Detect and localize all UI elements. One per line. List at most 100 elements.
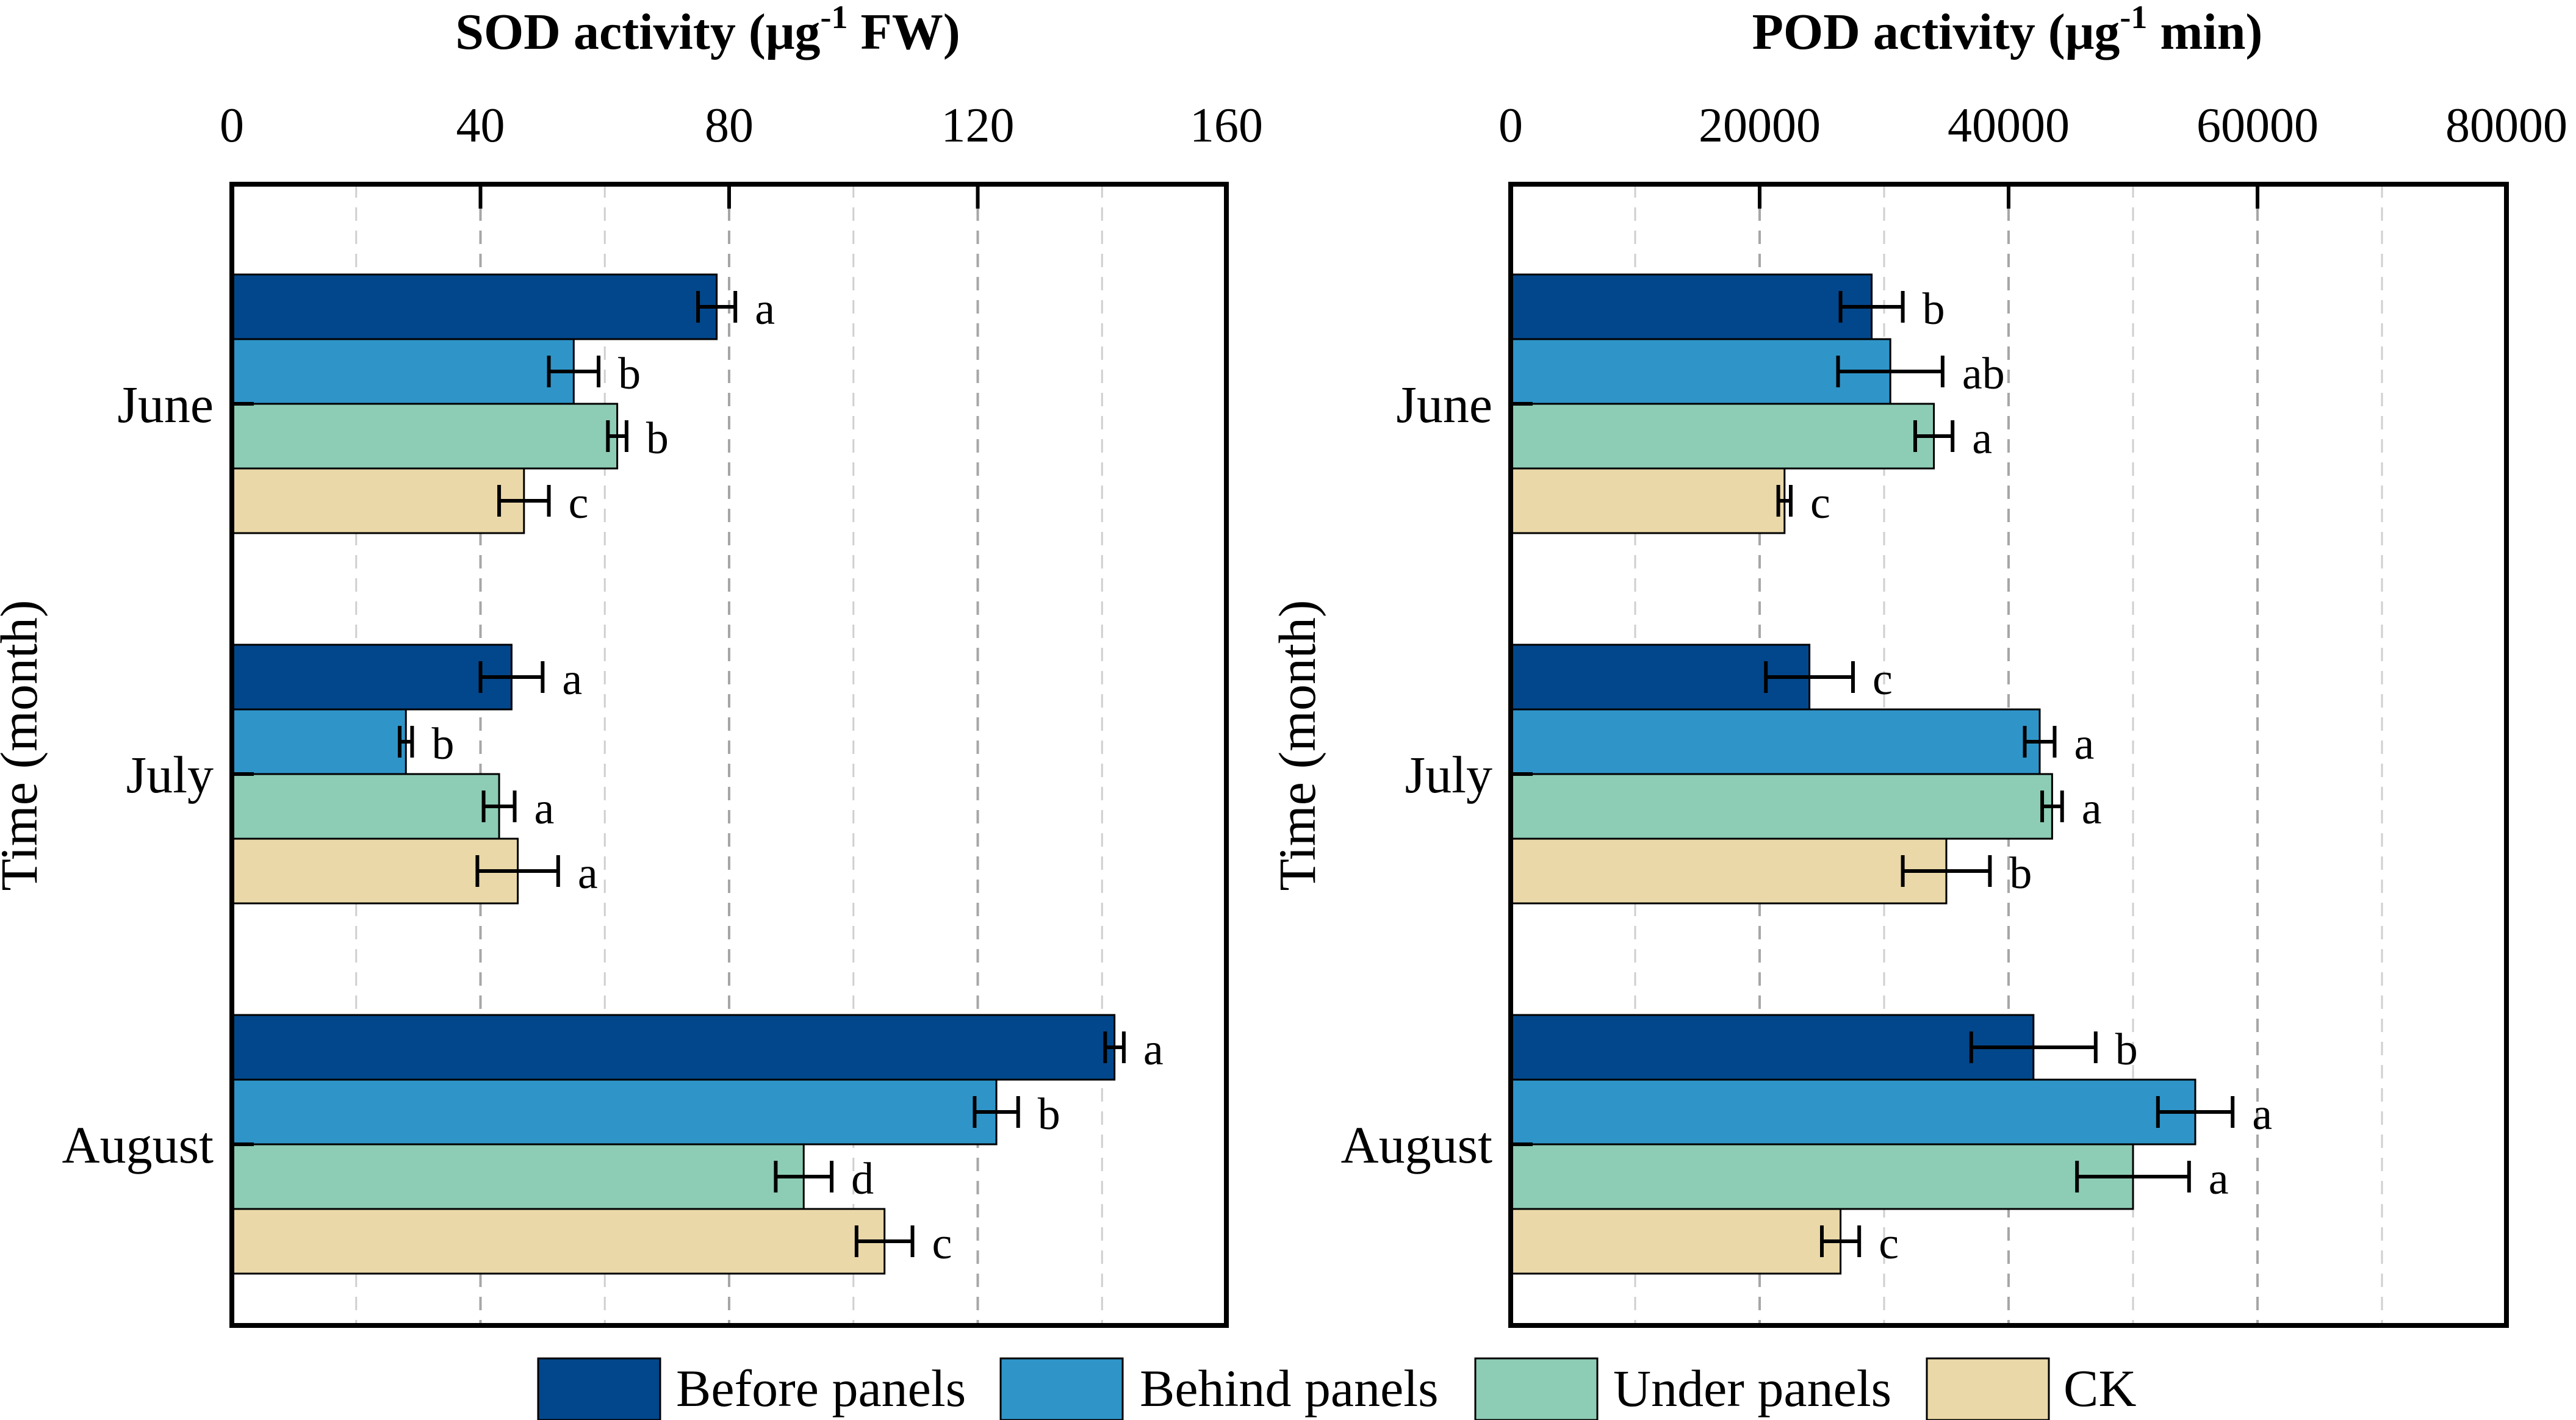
- sod-bar-june-behind-panels: [231, 338, 575, 405]
- pod-errorbar-june-ck: [1776, 485, 1793, 517]
- sod-letter-june-behind-panels: b: [618, 349, 641, 399]
- legend-swatch-under-panels: [1474, 1357, 1599, 1420]
- sod-errorbar-august-before-panels: [1103, 1031, 1126, 1063]
- pod-errorbar-june-under-panels: [1913, 420, 1955, 452]
- sod-bar-june-under-panels: [231, 403, 619, 470]
- pod-letter-july-before-panels: c: [1873, 654, 1893, 705]
- pod-letter-june-behind-panels: ab: [1962, 349, 2005, 399]
- pod-errorbar-august-ck: [1820, 1225, 1862, 1257]
- sod-bar-july-ck: [231, 837, 519, 905]
- sod-letter-august-ck: c: [932, 1219, 952, 1269]
- sod-letter-july-behind-panels: b: [431, 719, 454, 769]
- pod-bar-july-before-panels: [1509, 644, 1811, 711]
- pod-errorbar-july-ck: [1901, 855, 1992, 887]
- pod-letter-july-behind-panels: a: [2074, 719, 2094, 769]
- legend-item-under-panels: Under panels: [1474, 1357, 1891, 1420]
- sod-errorbar-june-ck: [497, 485, 551, 517]
- sod-errorbar-june-behind-panels: [547, 356, 601, 387]
- sod-letter-august-under-panels: d: [851, 1154, 874, 1204]
- legend-label-before-panels: Before panels: [676, 1359, 966, 1418]
- pod-bar-june-before-panels: [1509, 273, 1873, 340]
- pod-errorbar-august-behind-panels: [2156, 1096, 2235, 1128]
- pod-category-label-august: August: [1341, 1116, 1493, 1174]
- pod-bar-july-ck: [1509, 837, 1948, 905]
- sod-errorbar-august-under-panels: [774, 1161, 834, 1192]
- sod-bar-july-under-panels: [231, 773, 500, 840]
- pod-letter-june-before-panels: b: [1923, 284, 1945, 334]
- sod-letter-july-before-panels: a: [562, 654, 582, 705]
- pod-bar-august-ck: [1509, 1208, 1842, 1275]
- legend-item-behind-panels: Behind panels: [999, 1357, 1439, 1420]
- pod-chart: POD activity (μg-1 min) Time (month) b c b…: [1268, 0, 2567, 1328]
- legend-label-under-panels: Under panels: [1613, 1359, 1891, 1418]
- sod-errorbar-july-under-panels: [481, 791, 517, 822]
- legend-label-ck: CK: [2063, 1359, 2136, 1418]
- legend-swatch-ck: [1926, 1357, 2050, 1420]
- sod-bar-july-before-panels: [231, 644, 513, 711]
- sod-bar-august-behind-panels: [231, 1078, 998, 1146]
- sod-x-tick-label: 40: [456, 99, 505, 152]
- legend: Before panels Behind panels Under panels…: [537, 1357, 2136, 1420]
- pod-chart-title: POD activity (μg-1 min): [1752, 0, 2263, 60]
- sod-x-tick-label: 120: [941, 99, 1015, 152]
- pod-errorbar-june-before-panels: [1838, 291, 1905, 323]
- sod-letter-june-ck: c: [569, 478, 589, 528]
- sod-letter-august-behind-panels: b: [1038, 1089, 1060, 1139]
- pod-x-tick-label: 40000: [1948, 99, 2070, 152]
- sod-chart-title: SOD activity (μg-1 FW): [455, 0, 960, 60]
- sod-bar-august-before-panels: [231, 1014, 1116, 1081]
- sod-errorbar-july-ck: [475, 855, 560, 887]
- sod-category-label-june: June: [117, 375, 214, 434]
- sod-y-axis-label: Time (month): [0, 600, 48, 891]
- pod-letter-august-before-panels: b: [2115, 1025, 2138, 1075]
- sod-letter-july-ck: a: [578, 848, 598, 898]
- sod-errorbar-august-ck: [854, 1225, 915, 1257]
- pod-letter-june-ck: c: [1810, 478, 1830, 528]
- pod-y-axis-label: Time (month): [1268, 600, 1326, 891]
- sod-bar-june-ck: [231, 467, 525, 534]
- pod-x-tick-label: 0: [1498, 99, 1523, 152]
- sod-x-tick-label: 80: [705, 99, 754, 152]
- pod-bar-july-behind-panels: [1509, 708, 2041, 775]
- pod-bar-august-behind-panels: [1509, 1078, 2196, 1146]
- sod-errorbar-june-under-panels: [606, 420, 628, 452]
- sod-letter-june-under-panels: b: [646, 414, 669, 464]
- pod-bar-june-ck: [1509, 467, 1786, 534]
- pod-x-tick-label: 20000: [1699, 99, 1821, 152]
- sod-errorbar-august-behind-panels: [973, 1096, 1020, 1128]
- sod-bar-june-before-panels: [231, 273, 718, 340]
- sod-bar-august-under-panels: [231, 1143, 805, 1210]
- sod-errorbar-july-before-panels: [478, 661, 545, 693]
- pod-bar-august-under-panels: [1509, 1143, 2134, 1210]
- legend-swatch-behind-panels: [999, 1357, 1124, 1420]
- legend-item-before-panels: Before panels: [537, 1357, 966, 1420]
- pod-errorbar-july-before-panels: [1764, 661, 1855, 693]
- sod-x-tick-label: 0: [220, 99, 244, 152]
- sod-x-tick-label: 160: [1190, 99, 1263, 152]
- sod-category-label-july: July: [126, 745, 214, 804]
- pod-errorbar-august-before-panels: [1969, 1031, 2098, 1063]
- pod-errorbar-august-under-panels: [2075, 1161, 2191, 1192]
- pod-errorbar-july-behind-panels: [2023, 726, 2057, 758]
- sod-letter-august-before-panels: a: [1143, 1025, 1164, 1075]
- pod-letter-july-ck: b: [2009, 848, 2032, 898]
- pod-bar-july-under-panels: [1509, 773, 2053, 840]
- pod-x-tick-label: 80000: [2445, 99, 2567, 152]
- sod-letter-june-before-panels: a: [755, 284, 775, 334]
- pod-letter-august-behind-panels: a: [2252, 1089, 2272, 1139]
- pod-category-label-july: July: [1405, 745, 1492, 804]
- sod-bar-july-behind-panels: [231, 708, 407, 775]
- sod-letter-july-under-panels: a: [534, 784, 555, 834]
- pod-errorbar-july-under-panels: [2040, 791, 2064, 822]
- pod-letter-august-under-panels: a: [2209, 1154, 2229, 1204]
- legend-swatch-before-panels: [537, 1357, 661, 1420]
- sod-chart: SOD activity (μg-1 FW) Time (month) aaab…: [0, 0, 1263, 1328]
- sod-errorbar-july-behind-panels: [398, 726, 414, 758]
- pod-bar-june-under-panels: [1509, 403, 1935, 470]
- legend-item-ck: CK: [1926, 1357, 2136, 1420]
- sod-category-label-august: August: [62, 1116, 214, 1174]
- sod-bar-august-ck: [231, 1208, 886, 1275]
- pod-letter-august-ck: c: [1879, 1219, 1899, 1269]
- pod-letter-july-under-panels: a: [2082, 784, 2102, 834]
